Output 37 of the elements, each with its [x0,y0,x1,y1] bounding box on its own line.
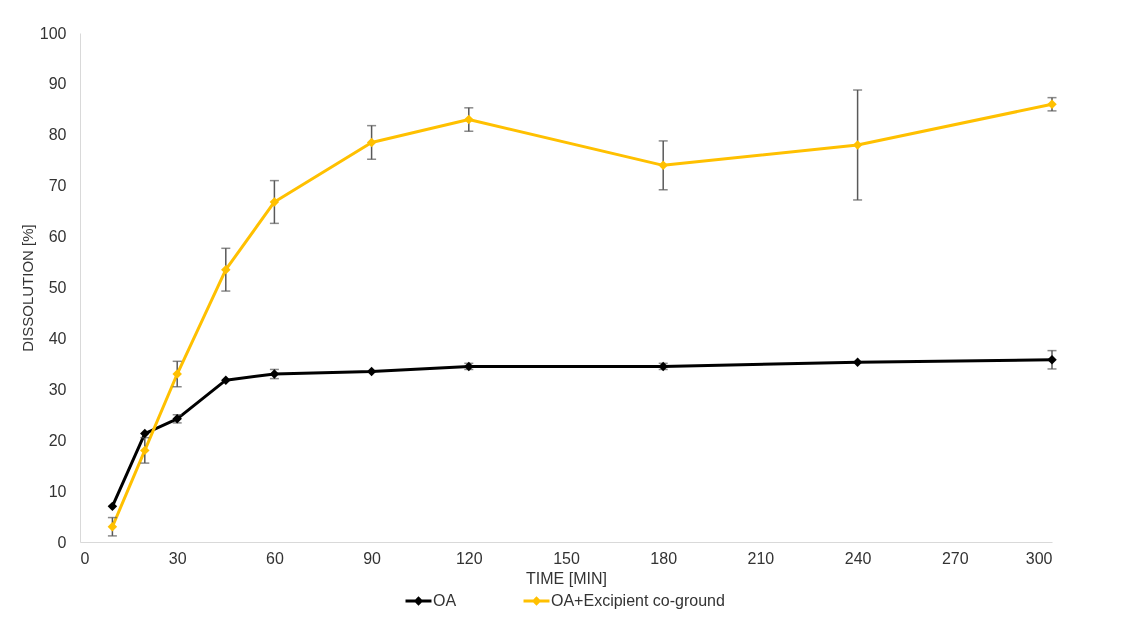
point [140,445,150,456]
x-tick-label: 270 [941,549,969,567]
point [464,114,474,125]
x-tick-label: 0 [80,549,90,567]
point [140,428,150,439]
point [221,264,231,275]
point [107,521,118,532]
y-tick-label: 60 [48,228,67,246]
point [107,501,118,512]
y-axis-title: DISSOLUTION [%] [18,224,36,352]
y-tick-label: 30 [48,380,67,398]
x-tick-label: 180 [650,549,678,567]
point [269,197,280,207]
point [221,375,231,385]
y-tick-label: 0 [57,533,67,551]
x-axis-title: TIME [MIN] [526,569,607,587]
y-tick-label: 90 [48,75,67,93]
point [366,366,377,377]
x-tick-label: 150 [553,549,580,567]
x-tick-label: 120 [455,549,483,567]
point [658,160,668,171]
y-tick-label: 10 [48,482,67,500]
x-tick-label: 60 [266,549,284,567]
y-tick-label: 50 [48,279,67,296]
x-tick-label: 90 [363,549,382,567]
x-tick-label: 210 [747,549,775,567]
y-tick-label: 40 [48,329,67,347]
x-tick-label: 300 [1025,549,1053,567]
legend-label: OA+Excipient co-ground [551,591,725,609]
y-tick-label: 80 [48,126,67,144]
legend-label: OA [433,591,457,609]
y-tick-label: 100 [39,24,67,42]
x-tick-label: 30 [168,549,187,567]
x-tick-label: 240 [844,549,872,567]
y-tick-label: 70 [48,177,67,195]
y-tick-label: 20 [48,431,67,449]
point [366,137,377,148]
